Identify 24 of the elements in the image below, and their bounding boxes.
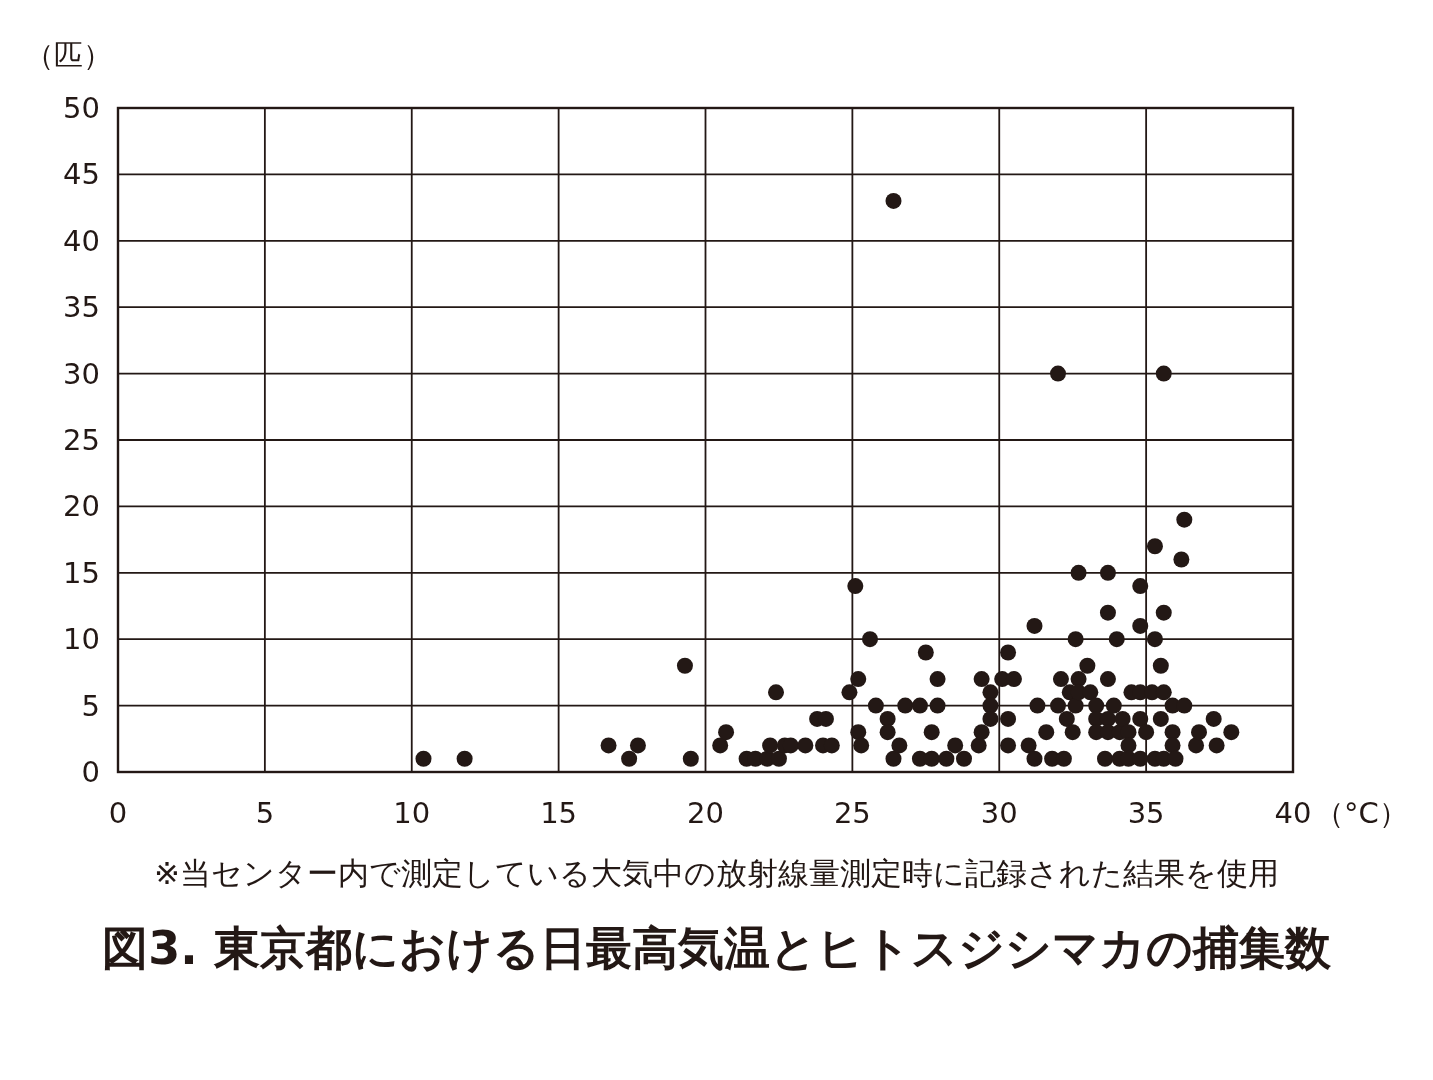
y-tick-label: 35	[63, 290, 100, 325]
y-tick-label: 5	[81, 688, 100, 723]
y-tick-label: 15	[63, 555, 100, 590]
y-axis-title: （匹）	[24, 38, 112, 72]
x-tick-label: 30	[980, 796, 1018, 830]
x-tick-label: 40	[1274, 796, 1312, 830]
x-tick-label: 15	[540, 796, 578, 830]
y-tick-label: 25	[63, 423, 100, 457]
x-tick-label: 20	[687, 796, 724, 830]
x-tick-label: 10	[393, 796, 431, 830]
y-tick-label: 45	[63, 157, 100, 192]
y-tick-label: 0	[81, 755, 100, 789]
text: ※当センター内で測定している大気中の放射線量測定時に記録された結果を使用	[154, 855, 1279, 891]
y-tick-label: 50	[63, 91, 100, 125]
x-tick-label: 0	[108, 796, 128, 830]
x-tick-label: 25	[833, 796, 871, 830]
x-tick-label: 5	[255, 796, 275, 830]
text: 図3. 東京都における日最高気温とヒトスジシマカの捕集数	[102, 921, 1332, 975]
x-axis-title: （°C）	[1315, 796, 1408, 830]
y-tick-label: 20	[63, 489, 100, 524]
y-tick-label: 30	[63, 356, 100, 391]
y-tick-label: 40	[63, 223, 100, 258]
y-tick-label: 10	[63, 622, 100, 657]
x-tick-label: 35	[1127, 796, 1165, 830]
